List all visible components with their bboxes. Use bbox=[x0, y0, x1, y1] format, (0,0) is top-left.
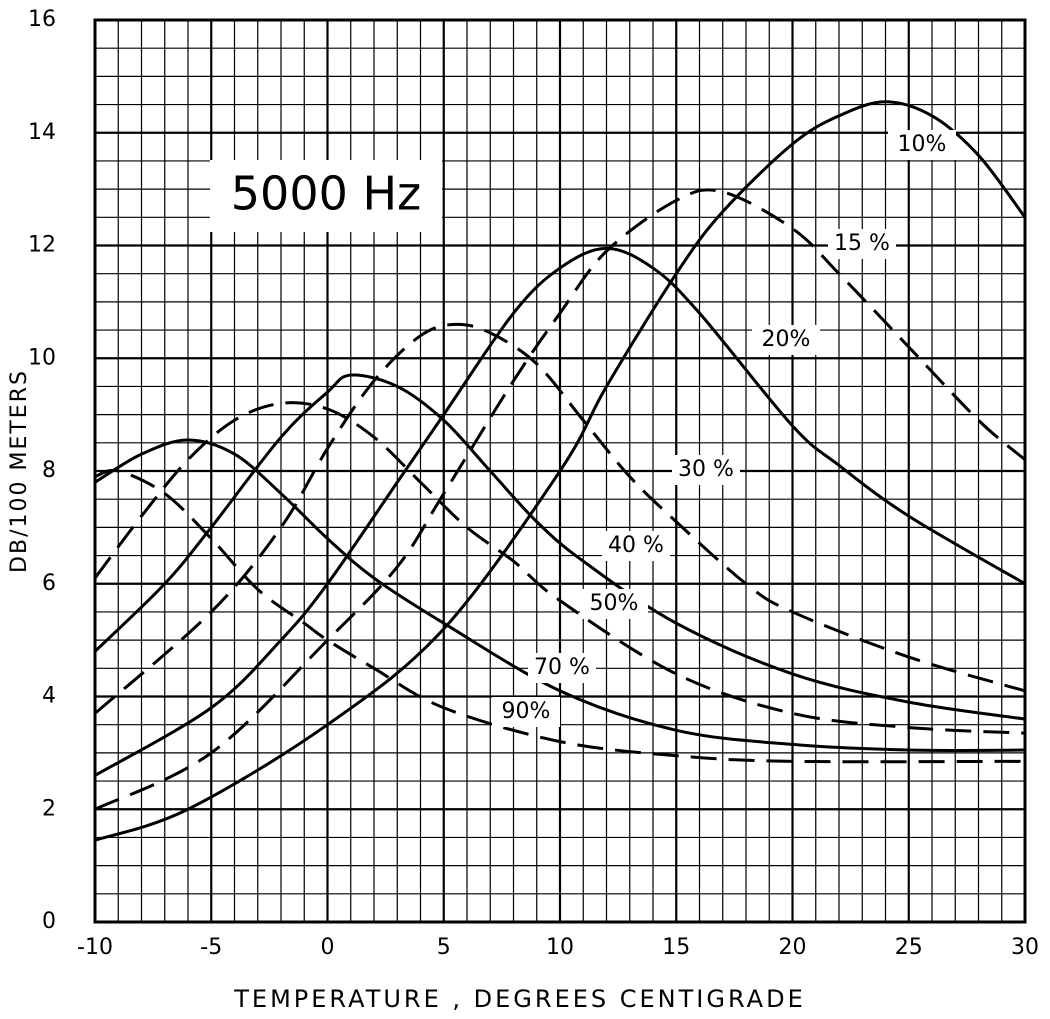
series-line bbox=[93, 373, 1026, 721]
series-label: 15 % bbox=[834, 231, 890, 256]
x-tick-label: 0 bbox=[321, 935, 335, 960]
series-label-bg bbox=[492, 697, 560, 727]
series-label: 50% bbox=[590, 591, 639, 616]
x-tick-label: 5 bbox=[437, 935, 451, 960]
series-line bbox=[94, 100, 1027, 842]
series-label-bg bbox=[580, 589, 648, 619]
x-tick-label: 10 bbox=[546, 935, 574, 960]
series-label: 30 % bbox=[678, 457, 734, 482]
series-label-bg bbox=[828, 229, 896, 259]
y-tick-label: 14 bbox=[28, 120, 56, 145]
series-label: 70 % bbox=[534, 655, 590, 680]
y-tick-label: 8 bbox=[42, 458, 56, 483]
x-tick-label: 15 bbox=[662, 935, 690, 960]
series-label-bg bbox=[672, 455, 740, 485]
y-tick-label: 6 bbox=[42, 571, 56, 596]
x-tick-label: -5 bbox=[200, 935, 222, 960]
y-axis-label: DB/100 METERS bbox=[7, 369, 32, 573]
series-line bbox=[94, 246, 1026, 777]
series-label: 10% bbox=[898, 132, 947, 157]
series-label-bg bbox=[752, 325, 820, 355]
series-label: 20% bbox=[762, 327, 811, 352]
x-axis-label: TEMPERATURE , DEGREES CENTIGRADE bbox=[233, 985, 805, 1013]
y-tick-label: 4 bbox=[42, 684, 56, 709]
series-label-bg bbox=[528, 653, 596, 683]
series-label-bg bbox=[888, 130, 956, 160]
x-tick-label: -10 bbox=[77, 935, 113, 960]
y-tick-label: 0 bbox=[42, 909, 56, 934]
series-line bbox=[93, 401, 1026, 735]
plot-frame bbox=[93, 18, 1027, 924]
x-tick-label: 30 bbox=[1011, 935, 1039, 960]
series-line bbox=[94, 188, 1026, 811]
x-tick-label: 20 bbox=[779, 935, 807, 960]
annotation-box bbox=[210, 160, 442, 232]
y-tick-label: 12 bbox=[28, 233, 56, 258]
y-tick-label: 16 bbox=[28, 7, 56, 32]
series-line bbox=[94, 438, 1026, 752]
series-label: 90% bbox=[502, 699, 551, 724]
x-tick-label: 25 bbox=[895, 935, 923, 960]
y-tick-label: 10 bbox=[28, 345, 56, 370]
series-line bbox=[94, 322, 1026, 715]
y-tick-label: 2 bbox=[42, 796, 56, 821]
annotation: 5000 Hz bbox=[231, 167, 421, 221]
series-line bbox=[94, 468, 1026, 764]
series-label-bg bbox=[602, 531, 670, 561]
series-label: 40 % bbox=[608, 533, 664, 558]
